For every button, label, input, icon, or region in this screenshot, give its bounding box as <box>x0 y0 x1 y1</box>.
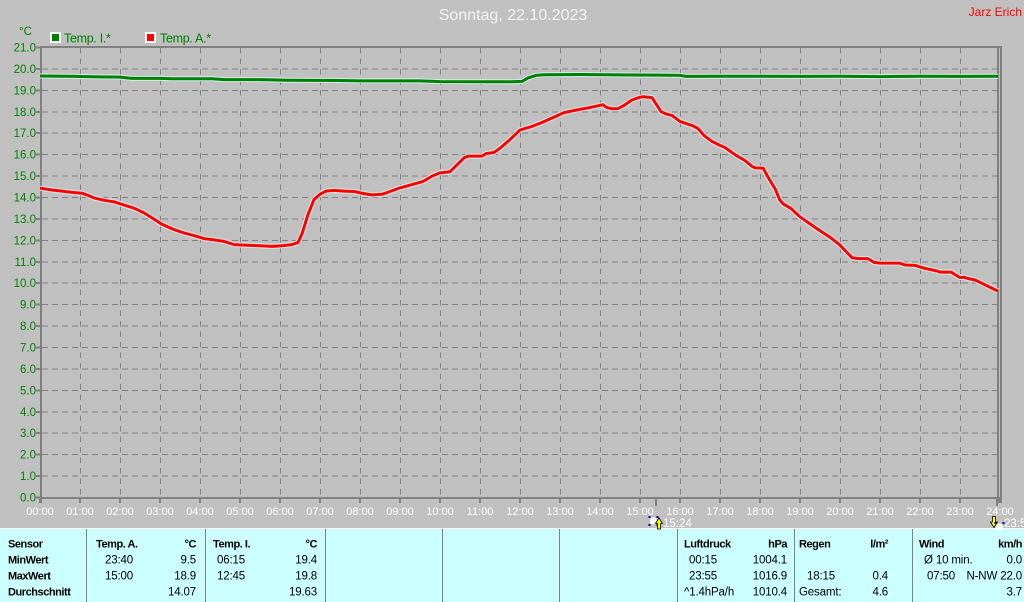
svg-text:19.4: 19.4 <box>295 555 318 567</box>
svg-text:6.0: 6.0 <box>20 364 36 376</box>
svg-text:11.0: 11.0 <box>14 257 36 269</box>
svg-text:12:00: 12:00 <box>506 506 534 518</box>
svg-text:1.0: 1.0 <box>20 471 36 483</box>
svg-text:21:00: 21:00 <box>866 506 894 518</box>
svg-text:Ø 10 min.: Ø 10 min. <box>924 555 973 567</box>
svg-text:17.0: 17.0 <box>14 128 36 140</box>
svg-text:03:00: 03:00 <box>146 506 174 518</box>
svg-text:00:00: 00:00 <box>26 506 54 518</box>
svg-text:Regen: Regen <box>799 539 831 551</box>
svg-text:MinWert: MinWert <box>8 555 49 567</box>
svg-text:21.0: 21.0 <box>14 43 36 55</box>
svg-text:18:15: 18:15 <box>807 571 835 583</box>
svg-text:Luftdruck: Luftdruck <box>684 539 732 551</box>
svg-text:23:00: 23:00 <box>946 506 974 518</box>
svg-text:5.0: 5.0 <box>20 385 36 397</box>
svg-text:l/m²: l/m² <box>870 539 889 551</box>
svg-text:Temp. I.*: Temp. I.* <box>64 32 111 46</box>
svg-text:^1.4hPa/h: ^1.4hPa/h <box>684 587 734 599</box>
svg-text:12.0: 12.0 <box>14 235 36 247</box>
svg-text:10.0: 10.0 <box>14 278 36 290</box>
svg-text:15:24: 15:24 <box>663 518 692 530</box>
svg-text:02:00: 02:00 <box>106 506 134 518</box>
svg-text:hPa: hPa <box>768 539 788 551</box>
svg-text:0.4: 0.4 <box>872 571 888 583</box>
svg-text:22:00: 22:00 <box>906 506 934 518</box>
svg-text:km/h: km/h <box>998 539 1023 551</box>
svg-text:1004.1: 1004.1 <box>753 555 787 567</box>
svg-text:Wind: Wind <box>919 539 944 551</box>
svg-text:24:00: 24:00 <box>986 506 1014 518</box>
svg-text:°C: °C <box>306 539 318 551</box>
svg-text:16.0: 16.0 <box>14 150 36 162</box>
svg-text:Sensor: Sensor <box>8 539 44 551</box>
svg-text:°C: °C <box>19 26 32 38</box>
svg-text:00:15: 00:15 <box>689 555 717 567</box>
svg-text:23:55: 23:55 <box>689 571 717 583</box>
svg-text:0.0: 0.0 <box>20 493 36 505</box>
svg-text:8.0: 8.0 <box>20 321 36 333</box>
svg-text:7.0: 7.0 <box>20 343 36 355</box>
svg-text:10:00: 10:00 <box>426 506 454 518</box>
svg-text:18.0: 18.0 <box>14 107 36 119</box>
svg-text:13.0: 13.0 <box>14 214 36 226</box>
svg-text:N-NW 22.0: N-NW 22.0 <box>966 571 1022 583</box>
svg-text:19.8: 19.8 <box>295 571 317 583</box>
svg-text:°C: °C <box>185 539 197 551</box>
svg-text:4.0: 4.0 <box>20 407 36 419</box>
svg-text:23:40: 23:40 <box>105 555 133 567</box>
svg-text:Jarz Erich: Jarz Erich <box>969 5 1022 19</box>
svg-text:18.9: 18.9 <box>174 571 196 583</box>
svg-text:0.0: 0.0 <box>1006 555 1022 567</box>
svg-text:14.0: 14.0 <box>14 193 36 205</box>
svg-text:15.0: 15.0 <box>14 171 36 183</box>
svg-text:12:45: 12:45 <box>217 571 245 583</box>
svg-text:06:00: 06:00 <box>266 506 294 518</box>
svg-text:04:00: 04:00 <box>186 506 214 518</box>
svg-text:Temp. A.*: Temp. A.* <box>160 32 211 46</box>
svg-text:Temp. I.: Temp. I. <box>213 539 251 551</box>
svg-text:1016.9: 1016.9 <box>753 571 787 583</box>
svg-text:2.0: 2.0 <box>20 450 36 462</box>
svg-text:05:00: 05:00 <box>226 506 254 518</box>
svg-text:20.0: 20.0 <box>14 64 36 76</box>
svg-text:19.0: 19.0 <box>14 85 36 97</box>
svg-text:07:50: 07:50 <box>927 571 955 583</box>
svg-text:19:00: 19:00 <box>786 506 814 518</box>
svg-text:MaxWert: MaxWert <box>8 571 51 583</box>
svg-text:17:00: 17:00 <box>706 506 734 518</box>
svg-text:14:00: 14:00 <box>586 506 614 518</box>
svg-text:16:00: 16:00 <box>666 506 694 518</box>
svg-text:08:00: 08:00 <box>346 506 374 518</box>
svg-text:09:00: 09:00 <box>386 506 414 518</box>
svg-text:19.63: 19.63 <box>289 587 317 599</box>
svg-text:Durchschnitt: Durchschnitt <box>8 587 71 599</box>
svg-text:Sonntag, 22.10.2023: Sonntag, 22.10.2023 <box>439 7 588 24</box>
svg-text:3.7: 3.7 <box>1006 587 1022 599</box>
svg-text:11:00: 11:00 <box>467 506 494 518</box>
svg-text:23:55: 23:55 <box>1004 518 1024 530</box>
svg-text:13:00: 13:00 <box>546 506 574 518</box>
svg-text:01:00: 01:00 <box>66 506 94 518</box>
svg-text:Gesamt:: Gesamt: <box>799 587 841 599</box>
svg-text:3.0: 3.0 <box>20 428 36 440</box>
svg-text:Temp. A.: Temp. A. <box>96 539 138 551</box>
svg-text:18:00: 18:00 <box>746 506 774 518</box>
svg-text:4.6: 4.6 <box>872 587 888 599</box>
svg-text:15:00: 15:00 <box>105 571 133 583</box>
svg-text:14.07: 14.07 <box>168 587 196 599</box>
svg-text:20:00: 20:00 <box>826 506 854 518</box>
svg-text:06:15: 06:15 <box>217 555 245 567</box>
svg-text:07:00: 07:00 <box>306 506 334 518</box>
svg-text:9.0: 9.0 <box>20 300 36 312</box>
svg-text:1010.4: 1010.4 <box>753 587 788 599</box>
svg-text:15:00: 15:00 <box>626 506 654 518</box>
svg-text:9.5: 9.5 <box>180 555 196 567</box>
